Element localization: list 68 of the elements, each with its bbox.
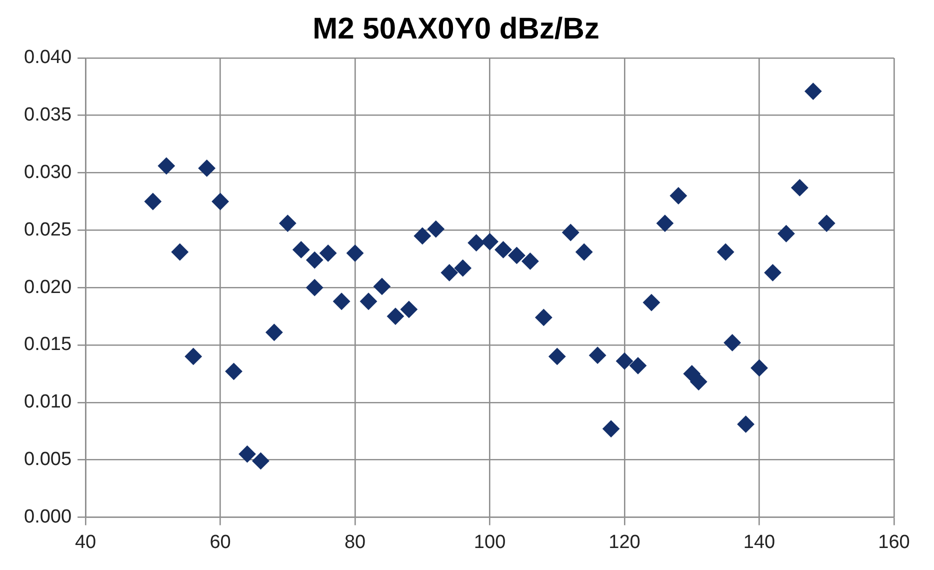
point [198,160,216,177]
point [346,244,364,262]
x-tick-label: 60 [210,532,231,553]
x-tick-label: 40 [74,532,96,553]
point [252,452,270,470]
y-tick-label: 0.025 [24,219,72,240]
point [589,346,606,364]
y-tick-label: 0.000 [24,506,72,528]
y-tick-label: 0.005 [24,449,72,470]
point [144,193,162,210]
point [400,300,418,318]
point [306,279,324,296]
y-tick-label: 0.015 [24,334,72,356]
point [642,294,660,312]
chart-title: M2 50AX0Y0 dBz/Bz [312,12,600,46]
point [414,227,431,244]
point [791,179,808,196]
x-tick-label: 140 [743,532,776,553]
point [778,225,795,242]
point [373,278,390,295]
point [266,324,283,341]
point [171,244,188,261]
point [440,264,458,282]
y-tick-label: 0.020 [24,276,72,298]
point [602,420,620,438]
x-tick-label: 80 [344,532,366,553]
point [225,362,242,380]
point [576,244,593,261]
point [320,244,337,262]
point [494,241,512,258]
point [548,348,566,365]
point [468,234,485,252]
point [764,264,782,282]
point [158,157,175,174]
point [724,334,741,352]
point [535,308,552,326]
y-tick-label: 0.010 [24,392,72,413]
point [522,252,539,270]
point [656,214,674,232]
point [279,214,296,232]
x-tick-label: 100 [474,532,506,553]
point [333,292,350,310]
point [737,416,754,433]
point [690,373,708,390]
point [717,244,734,261]
point [481,233,498,250]
point [818,214,836,232]
point [306,252,324,269]
point [360,292,378,310]
point [616,352,634,370]
point [670,187,687,204]
y-tick-label: 0.030 [24,162,72,184]
x-tick-label: 160 [878,532,910,553]
point [386,308,404,325]
x-tick-label: 120 [608,532,640,553]
point [212,193,229,210]
point [292,241,310,258]
point [454,260,472,277]
point [562,224,580,241]
y-tick-label: 0.035 [24,104,72,126]
point [238,446,256,463]
point [804,82,822,100]
point [427,220,444,238]
point [508,246,526,264]
point [184,348,202,365]
point [629,357,646,374]
y-tick-label: 0.040 [24,47,72,68]
point [750,359,768,376]
